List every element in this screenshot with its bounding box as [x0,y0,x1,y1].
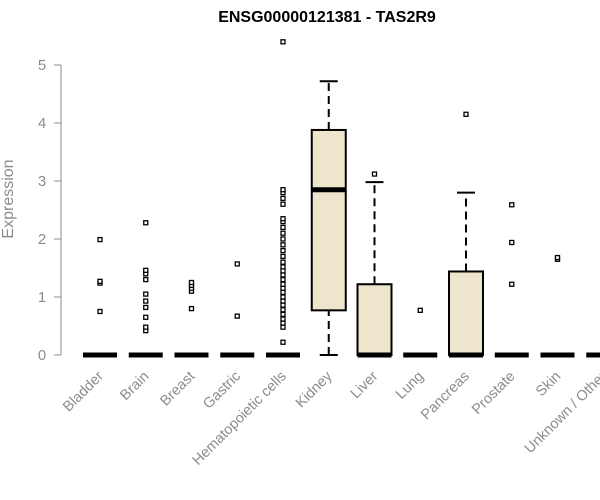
box-gastric [220,261,255,358]
outlier-point [280,272,286,278]
outlier-point [280,307,286,313]
outlier-point [280,311,286,318]
outlier-point [234,261,240,267]
outlier-point [280,216,286,222]
outlier-point [97,236,103,243]
outlier-point [463,111,469,117]
x-tick-label: Gastric [200,369,244,413]
x-tick-label: Brain [117,369,152,404]
box-breast [174,279,209,358]
outlier-point [509,202,515,208]
y-tick-label: 4 [38,115,46,132]
x-tick-label: Lung [393,369,427,403]
outlier-point [554,254,561,261]
box-prostate [494,202,529,358]
outlier-point [280,253,286,260]
outlier-point [280,242,286,248]
outlier-point [280,195,286,202]
outlier-point [234,313,240,319]
x-tick-label: Liver [348,368,382,402]
y-tick-label: 2 [38,231,46,248]
outlier-point [280,316,286,322]
outlier-point [280,259,286,265]
box-kidney [310,80,347,356]
chart-title: ENSG00000121381 - TAS2R9 [218,9,436,26]
x-tick-label: Pancreas [418,369,473,424]
box-hematopoietic-cells [266,39,300,358]
outlier-point [143,304,149,311]
outlier-point [97,278,103,284]
box-iqr [448,270,484,357]
outlier-point [143,220,149,226]
outlier-point [280,281,286,287]
x-tick-label: Kidney [293,368,336,411]
y-tick-label: 3 [38,173,46,190]
outlier-point [280,230,286,236]
y-axis: 0 1 2 3 4 5 [38,57,62,364]
outlier-point [143,314,149,320]
outlier-point [280,236,286,242]
x-tick-label: Prostate [469,369,518,418]
outlier-point [280,187,286,193]
y-tick-label: 0 [38,347,46,364]
box-series [83,39,600,358]
outlier-point [371,171,378,177]
x-tick-label: Skin [533,369,564,400]
outlier-point [280,289,286,296]
box-pancreas [448,111,484,358]
box-brain [128,220,163,358]
outlier-point [280,224,286,231]
outlier-point [143,298,149,304]
outlier-point [280,324,286,330]
outlier-point [280,247,286,254]
outlier-point [280,201,286,207]
outlier-point [280,294,286,300]
box-iqr [356,283,393,356]
outlier-point [280,264,286,270]
outlier-point [143,291,149,297]
outlier-point [280,339,286,345]
outlier-point [143,276,149,283]
x-tick-label: Bladder [60,368,107,415]
box-skin [540,254,575,358]
outlier-point [280,302,286,308]
outlier-point [280,268,286,274]
outlier-point [97,308,103,315]
outlier-point [417,307,423,313]
y-tick-label: 1 [38,289,46,306]
outlier-point [280,298,286,304]
y-tick-label: 5 [38,57,46,74]
box-lung [403,307,438,358]
box-iqr [310,128,347,312]
outlier-point [280,39,286,45]
outlier-point [509,239,515,246]
y-axis-label: Expression [0,159,17,238]
outlier-point [188,279,195,286]
box-bladder [83,236,117,358]
outlier-point [280,285,286,291]
outlier-point [188,305,195,312]
outlier-point [143,324,149,330]
outlier-point [509,281,515,287]
outlier-point [280,276,286,283]
outlier-point [280,320,286,326]
box-unknown-other [586,352,600,358]
x-tick-label: Breast [157,369,198,410]
outlier-point [143,267,149,273]
box-liver [356,171,393,358]
